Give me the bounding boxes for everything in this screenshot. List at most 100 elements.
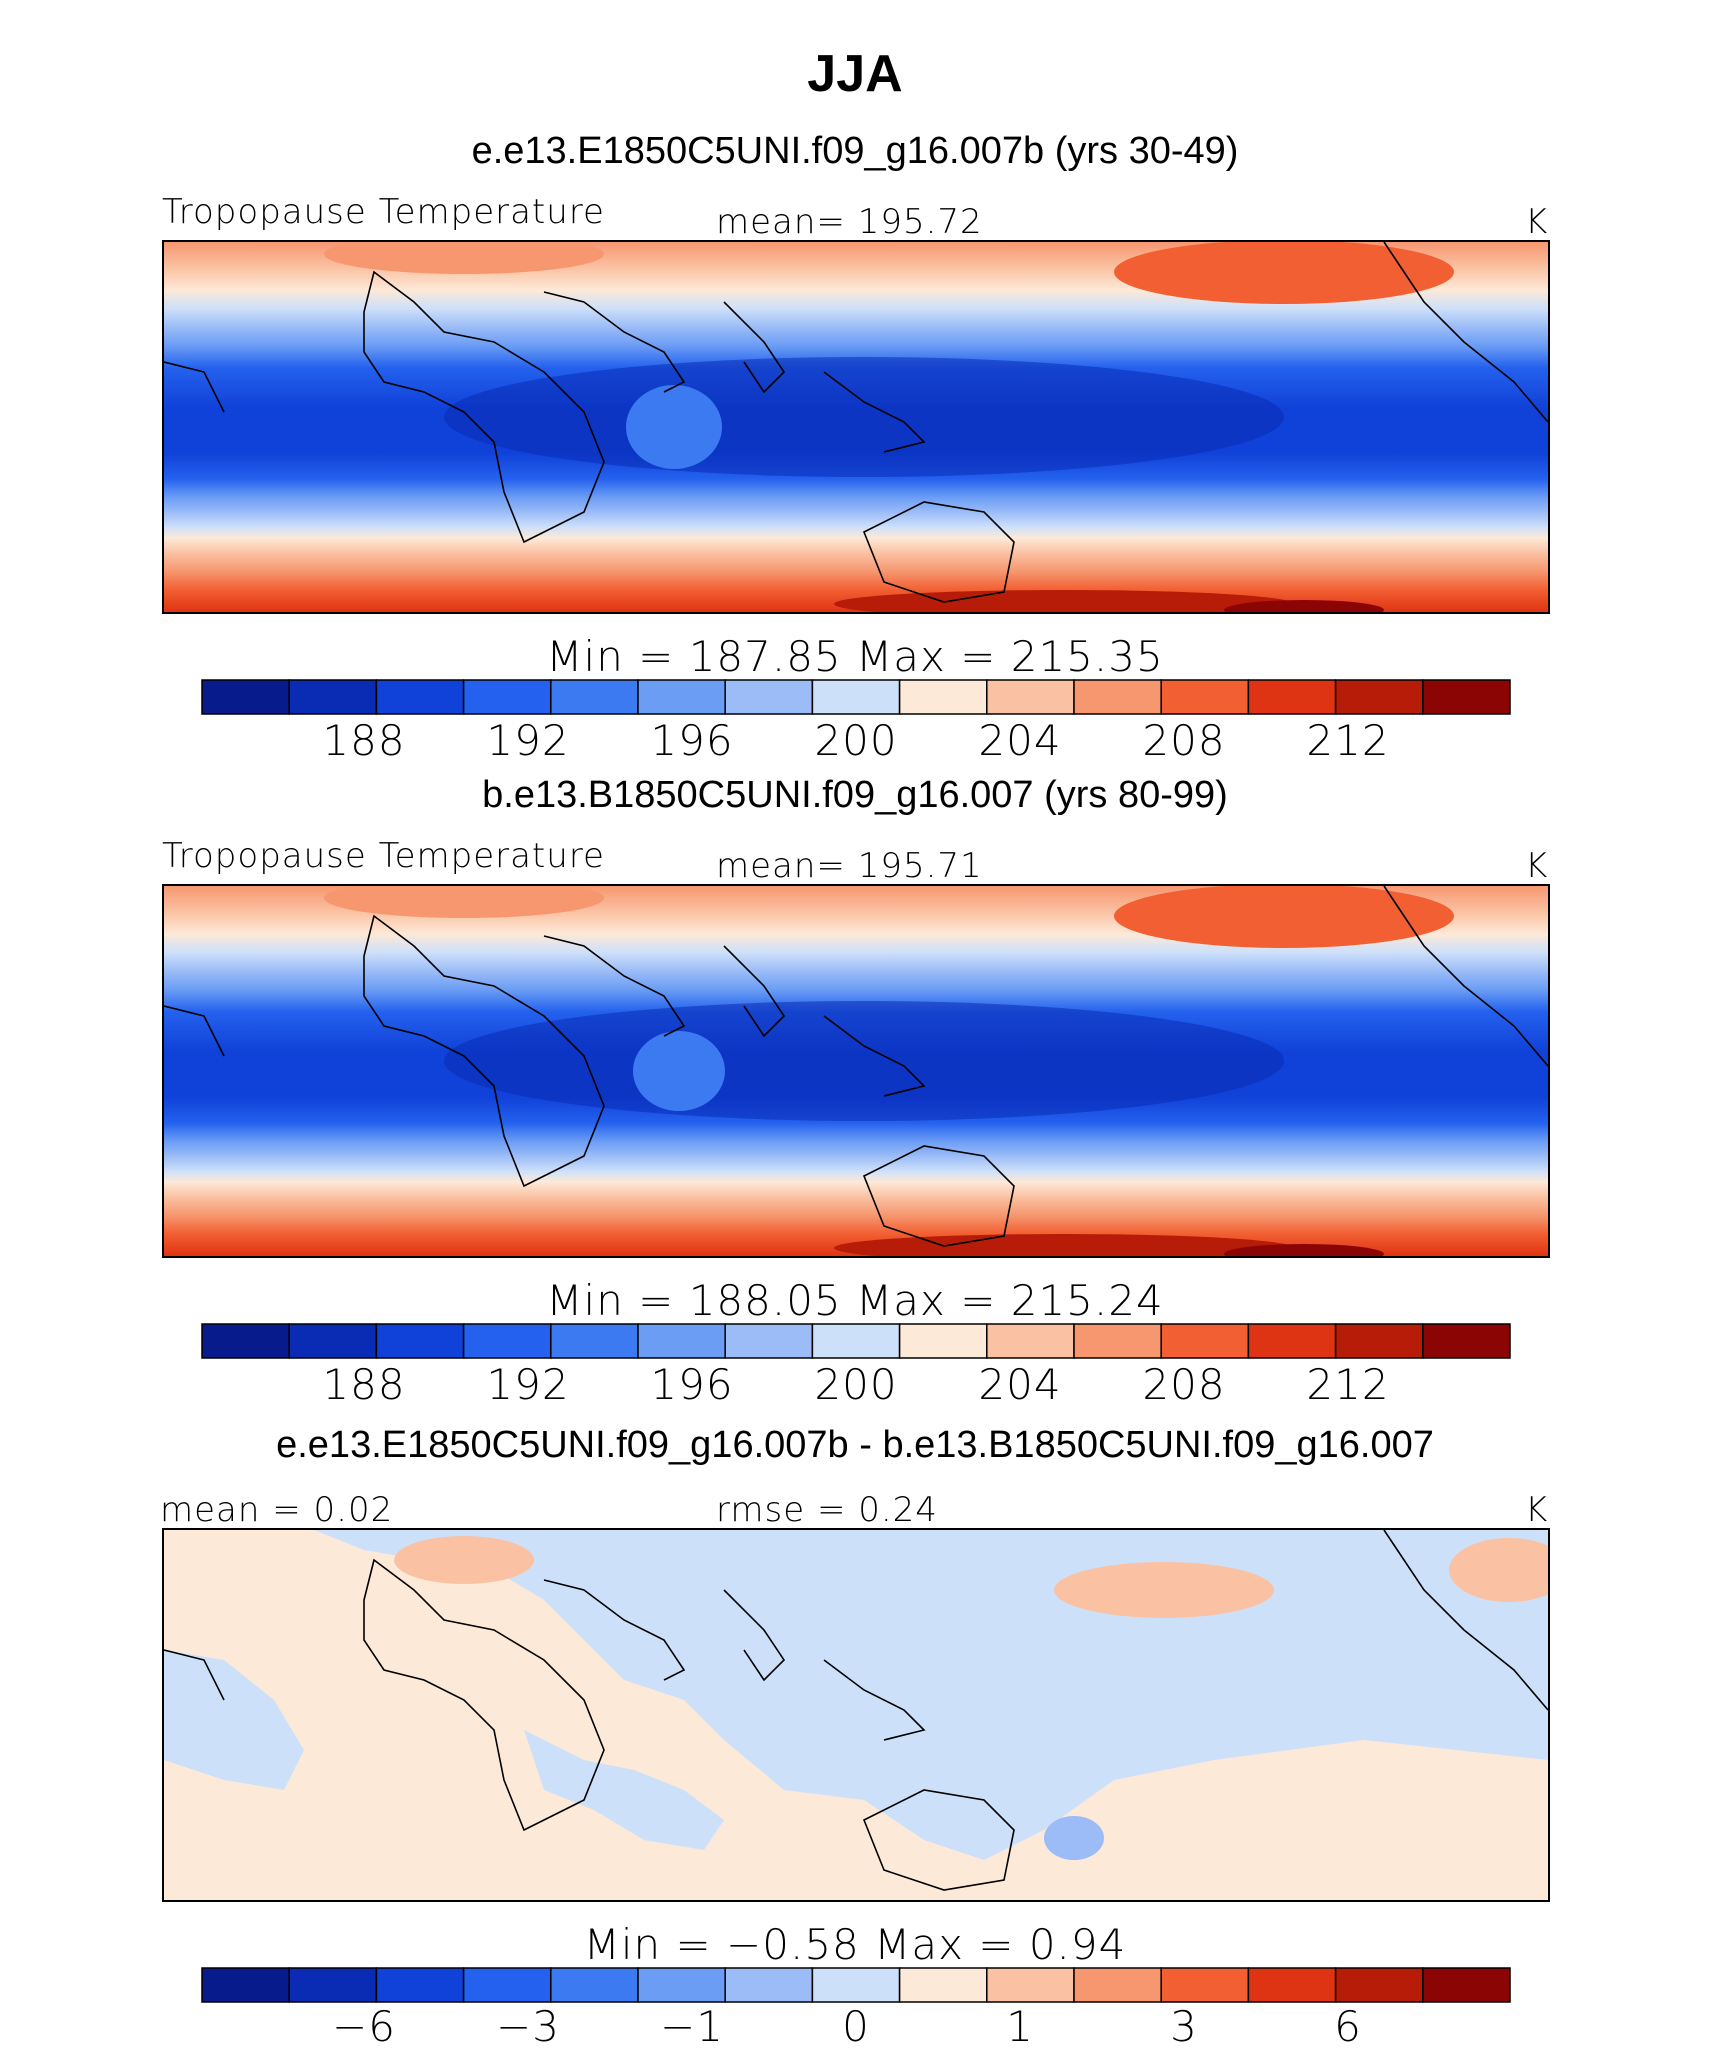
- panel3-units-label: K: [1525, 1490, 1549, 1530]
- panel2-tick-label-5: 208: [1142, 1360, 1226, 1409]
- panel1-map: [162, 240, 1550, 614]
- colorbar2-swatch-11: [1160, 1323, 1250, 1359]
- colorbar3-swatch-1: [288, 1967, 378, 2003]
- panel2-tick-label-3: 200: [814, 1360, 898, 1409]
- colorbar2-swatch-1: [288, 1323, 378, 1359]
- panel2-variable-label: Tropopause Temperature: [162, 836, 605, 876]
- panel2-minmax-label: Min = 188.05 Max = 215.24: [546, 1276, 1164, 1325]
- panel1-mean-label: mean= 195.72: [716, 202, 983, 242]
- panel3-map-svg: [164, 1530, 1548, 1900]
- colorbar2-swatch-5: [637, 1323, 726, 1359]
- panel3-negative-region-west: [164, 1650, 304, 1790]
- colorbar1-swatch-1: [288, 679, 378, 715]
- panel1-warm-spot-north: [1114, 242, 1454, 304]
- panel1-tick-label-2: 196: [650, 716, 734, 765]
- panel3-tick-label-5: 3: [1170, 2002, 1198, 2051]
- panel3-negative-region-indian: [524, 1730, 724, 1850]
- panel1-tick-label-3: 200: [814, 716, 898, 765]
- panel1-case-title: e.e13.E1850C5UNI.f09_g16.007b (yrs 30-49…: [471, 130, 1239, 172]
- panel3-positive-spot-north: [1054, 1562, 1274, 1618]
- panel3-positive-spot-northeast: [1449, 1538, 1548, 1602]
- panel2-map-svg: [164, 886, 1548, 1256]
- panel3-map: [162, 1528, 1550, 1902]
- colorbar1-swatch-5: [637, 679, 726, 715]
- panel2-colorbar-svg: [201, 1323, 1511, 1359]
- panel3-minmax-label: Min = −0.58 Max = 0.94: [583, 1920, 1127, 1969]
- panel2-tick-label-0: 188: [322, 1360, 406, 1409]
- main-title: JJA: [807, 45, 903, 103]
- panel1-max-spot: [1224, 600, 1384, 612]
- panel1-tick-label-5: 208: [1142, 716, 1226, 765]
- colorbar3-swatch-0: [201, 1967, 290, 2003]
- panel2-units-label: K: [1525, 846, 1549, 886]
- panel3-rmse-label: rmse = 0.24: [716, 1490, 938, 1530]
- colorbar1-swatch-2: [375, 679, 465, 715]
- colorbar3-swatch-8: [898, 1967, 988, 2003]
- colorbar3-swatch-11: [1160, 1967, 1250, 2003]
- colorbar2-swatch-3: [462, 1323, 552, 1359]
- colorbar1-swatch-13: [1334, 679, 1424, 715]
- colorbar3-swatch-13: [1334, 1967, 1424, 2003]
- panel1-warm-spot-northwest: [324, 242, 604, 274]
- colorbar2-swatch-4: [550, 1323, 639, 1359]
- panel2-tick-label-6: 212: [1306, 1360, 1390, 1409]
- panel1-variable-label: Tropopause Temperature: [162, 192, 605, 232]
- panel3-tick-label-6: 6: [1334, 2002, 1362, 2051]
- panel3-mean-label: mean = 0.02: [160, 1490, 394, 1530]
- panel2-case-title: b.e13.B1850C5UNI.f09_g16.007 (yrs 80-99): [482, 774, 1228, 816]
- colorbar2-swatch-9: [986, 1323, 1075, 1359]
- colorbar3-swatch-9: [986, 1967, 1075, 2003]
- colorbar3-swatch-12: [1247, 1967, 1337, 2003]
- panel2-tick-label-2: 196: [650, 1360, 734, 1409]
- panel1-tick-label-4: 204: [978, 716, 1062, 765]
- colorbar1-swatch-14: [1422, 679, 1511, 715]
- colorbar1-swatch-7: [811, 679, 901, 715]
- panel3-coastlines: [164, 1530, 1548, 1891]
- panel2-colorbar: [201, 1323, 1511, 1359]
- panel1-units-label: K: [1525, 202, 1549, 242]
- colorbar3-swatch-5: [637, 1967, 726, 2003]
- colorbar2-swatch-2: [375, 1323, 465, 1359]
- panel1-tick-label-0: 188: [322, 716, 406, 765]
- panel2-mean-label: mean= 195.71: [716, 846, 983, 886]
- panel3-tick-label-4: 1: [1006, 2002, 1034, 2051]
- panel3-tick-label-0: −6: [332, 2002, 396, 2051]
- colorbar1-swatch-12: [1247, 679, 1337, 715]
- panel3-tick-label-3: 0: [842, 2002, 870, 2051]
- panel1-colorbar-svg: [201, 679, 1511, 715]
- panel1-warm-pool-africa: [626, 385, 722, 469]
- colorbar3-swatch-3: [462, 1967, 552, 2003]
- panel3-tick-label-1: −3: [496, 2002, 560, 2051]
- panel2-tick-label-1: 192: [486, 1360, 570, 1409]
- panel3-tick-label-2: −1: [660, 2002, 724, 2051]
- panel2-warm-spot-northwest: [324, 886, 604, 918]
- panel1-tick-label-6: 212: [1306, 716, 1390, 765]
- colorbar2-swatch-8: [898, 1323, 988, 1359]
- colorbar3-swatch-7: [811, 1967, 901, 2003]
- colorbar3-swatch-6: [724, 1967, 814, 2003]
- panel1-map-svg: [164, 242, 1548, 612]
- colorbar1-swatch-4: [550, 679, 639, 715]
- panel1-coastlines: [164, 242, 1548, 603]
- panel3-positive-spot-northwest: [394, 1536, 534, 1584]
- panel3-colorbar-svg: [201, 1967, 1511, 2003]
- colorbar2-swatch-10: [1073, 1323, 1162, 1359]
- colorbar2-swatch-7: [811, 1323, 901, 1359]
- colorbar2-swatch-12: [1247, 1323, 1337, 1359]
- panel2-warm-pool-africa: [633, 1031, 725, 1111]
- panel1-colorbar: [201, 679, 1511, 715]
- panel3-case-title: e.e13.E1850C5UNI.f09_g16.007b - b.e13.B1…: [276, 1424, 1434, 1466]
- panel2-coastlines: [164, 886, 1548, 1247]
- colorbar1-swatch-11: [1160, 679, 1250, 715]
- panel2-map: [162, 884, 1550, 1258]
- panel3-min-spot: [1044, 1816, 1104, 1860]
- panel2-max-spot: [1224, 1244, 1384, 1256]
- panel1-cold-core: [444, 357, 1284, 477]
- colorbar3-swatch-10: [1073, 1967, 1162, 2003]
- colorbar2-swatch-13: [1334, 1323, 1424, 1359]
- panel2-warm-spot-north: [1114, 886, 1454, 948]
- panel3-colorbar: [201, 1967, 1511, 2003]
- panel1-tick-label-1: 192: [486, 716, 570, 765]
- colorbar1-swatch-3: [462, 679, 552, 715]
- colorbar3-swatch-14: [1422, 1967, 1511, 2003]
